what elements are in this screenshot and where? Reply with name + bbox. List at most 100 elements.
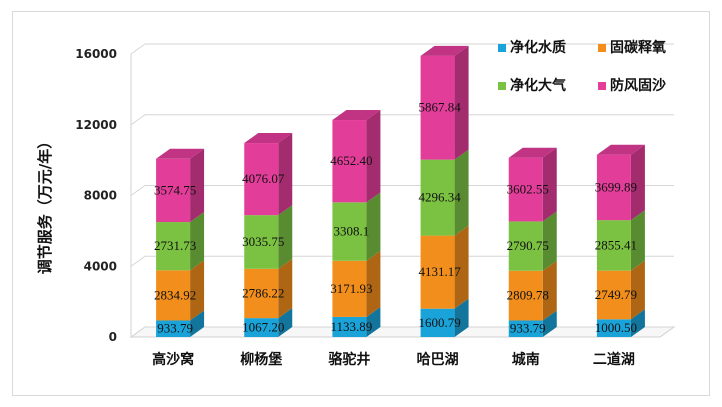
bar-stack: 933.79 2834.92 2731.73 3574.75 [154,148,205,337]
bar-segment-1 [508,320,543,337]
data-label: 1600.79 [418,315,460,330]
data-label: 3035.75 [242,234,284,249]
bar-segment-3 [420,159,455,236]
y-axis-label: 调节服务（万元/年） [36,134,54,274]
bar-segment-4-side [278,133,293,216]
bars: 933.79 2834.92 2731.73 3574.75 1067.20 2786.2… [154,45,645,337]
bar-segment-4-side [454,45,469,160]
bar-segment-1-side [454,298,469,337]
legend-label: 净化大气 [510,77,566,94]
grid-line [130,326,674,338]
bar-segment-1-side [542,310,557,337]
bar-segment-3-side [630,210,645,271]
data-label: 3602.55 [507,182,549,197]
bar-segment-2 [244,268,279,319]
data-label: 5867.84 [418,100,461,115]
bar-segment-4 [596,154,631,221]
bar-stack: 1000.50 2749.79 2855.41 3699.89 [595,144,645,337]
bar-top-face [244,133,293,144]
bar-stack: 1133.89 3171.93 3308.1 4652.40 [330,110,381,337]
bar-segment-3 [508,221,543,271]
x-axis-categories: 高沙窝 柳杨堡 骆驼井 哈巴湖 城南 二道湖 [152,351,635,368]
bar-segment-2-side [278,258,293,319]
data-label: 1000.50 [595,320,637,335]
legend-item: 防风固沙 [598,77,666,94]
bar-segment-1 [156,320,191,337]
data-label: 1133.89 [331,319,373,334]
bar-segment-1-side [190,310,205,337]
data-label: 4076.07 [242,171,285,186]
bar-segment-3 [596,220,631,271]
bar-segment-4-side [366,110,381,203]
x-tick-label: 柳杨堡 [240,351,282,368]
bar-segment-2 [596,270,631,320]
y-tick-label: 0 [109,330,117,344]
bar-segment-4 [244,143,279,216]
grid-lines [130,43,674,338]
bar-segment-4-side [190,148,205,223]
grid-line [130,255,674,267]
legend-item: 净化大气 [498,77,566,94]
y-tick-label: 12000 [75,118,117,132]
legend-label: 固碳释氧 [610,39,666,56]
grid-line [130,185,674,196]
bar-segment-2-side [630,260,645,320]
data-label: 933.79 [510,321,546,336]
bar-top-face [420,45,469,56]
chart-floor [129,326,676,338]
data-label: 2809.78 [507,288,549,303]
x-tick-label: 二道湖 [593,351,635,368]
bar-segment-3 [332,202,367,261]
x-tick-label: 骆驼井 [328,351,370,368]
x-tick-label: 哈巴湖 [417,351,459,368]
bar-stack: 1600.79 4131.17 4296.34 5867.84 [418,45,469,337]
grid-line [130,114,674,126]
bar-segment-1 [244,318,279,337]
data-label: 1067.20 [242,320,284,335]
data-label: 3308.1 [334,224,370,239]
bar-stack: 1067.20 2786.22 3035.75 4076.07 [242,133,293,337]
x-tick-label: 城南 [512,351,540,368]
data-label: 3171.93 [330,281,372,296]
bar-top-face [332,110,381,121]
data-label: 2786.22 [242,285,284,300]
bar-segment-4-side [542,147,557,222]
bar-stack: 933.79 2809.78 2790.75 3602.55 [507,147,557,337]
bar-top-face [596,144,645,155]
y-axis-ticks: 0 4000 8000 12000 16000 [75,47,117,344]
bar-top-face [156,148,205,159]
data-label: 2855.41 [595,237,637,252]
legend-label: 净化水质 [510,39,566,56]
data-label: 2731.73 [154,238,196,253]
data-label: 3574.75 [154,182,196,197]
bar-segment-1 [596,319,631,337]
bar-segment-2-side [454,225,469,309]
bar-segment-1 [332,316,367,337]
bar-segment-3-side [278,205,293,269]
bar-segment-1 [420,308,455,337]
legend-item: 固碳释氧 [598,39,666,56]
bar-segment-3-side [454,149,469,236]
bar-segment-3 [244,215,279,269]
data-label: 2834.92 [154,287,196,302]
bar-segment-4 [332,120,367,203]
x-tick-label: 高沙窝 [152,351,194,368]
bar-segment-2 [332,260,367,317]
chart-walls [129,54,676,338]
legend-swatch [598,82,606,90]
data-label: 4131.17 [418,264,461,279]
bar-segment-3 [156,222,191,271]
legend-item: 净化水质 [498,39,566,56]
data-label: 3699.89 [595,179,637,194]
bar-segment-1-side [278,308,293,337]
bar-segment-4 [420,55,455,160]
legend-swatch [498,44,506,52]
y-tick-label: 4000 [84,259,117,273]
bar-segment-2-side [190,260,205,321]
bar-segment-2-side [542,260,557,321]
data-label: 2790.75 [507,238,549,253]
legend-swatch [598,44,606,52]
bar-segment-3-side [190,212,205,271]
